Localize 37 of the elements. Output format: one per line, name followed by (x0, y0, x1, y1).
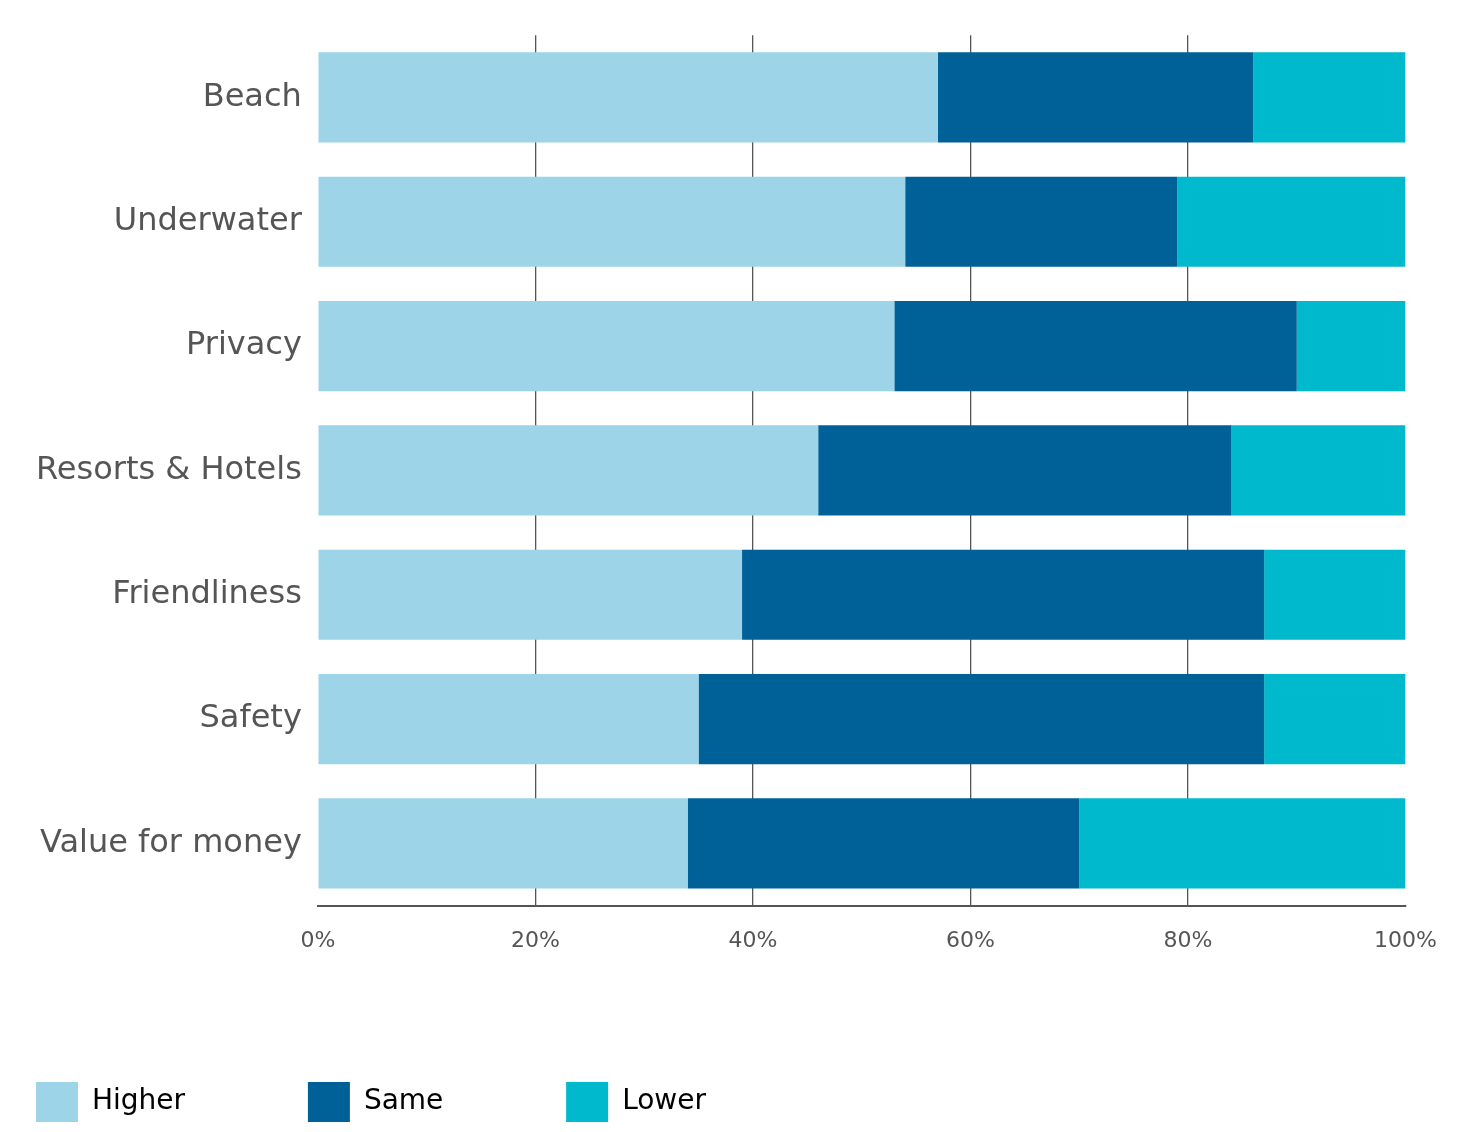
y-tick-label: Resorts & Hotels (36, 448, 302, 487)
bar (318, 425, 819, 516)
bar (742, 549, 1265, 640)
bar (1296, 300, 1406, 392)
y-tick-label: Privacy (185, 324, 302, 363)
y-tick-label: Safety (199, 697, 302, 736)
bar (1264, 674, 1406, 765)
bar (318, 549, 743, 640)
bar (318, 798, 688, 889)
bar (698, 674, 1265, 765)
x-tick-label: 20% (510, 926, 560, 952)
bar (318, 52, 938, 143)
legend-label: Higher (92, 1083, 292, 1117)
y-tick-label: Friendliness (112, 573, 302, 612)
x-tick-label: 80% (1163, 926, 1213, 952)
x-tick-label: 60% (946, 926, 995, 952)
bar (1177, 176, 1406, 267)
x-tick-label: 40% (728, 926, 778, 952)
bar (687, 798, 1080, 889)
legend-label: Same (363, 1083, 551, 1117)
bar (1264, 549, 1406, 640)
bar (1079, 798, 1406, 889)
bar (318, 300, 895, 392)
legend-label: Lower (622, 1083, 813, 1117)
bar (1231, 425, 1406, 516)
bar (818, 425, 1232, 516)
x-tick-label: 100% (1374, 926, 1438, 952)
bar (318, 176, 906, 267)
bar (318, 674, 699, 765)
bar (1253, 52, 1406, 143)
y-tick-label: Underwater (113, 200, 303, 239)
x-tick-label: 0% (300, 926, 336, 952)
bar (905, 176, 1178, 267)
bar (937, 52, 1254, 143)
y-tick-label: Value for money (39, 821, 302, 860)
y-tick-label: Beach (202, 75, 302, 114)
bar (894, 300, 1297, 392)
